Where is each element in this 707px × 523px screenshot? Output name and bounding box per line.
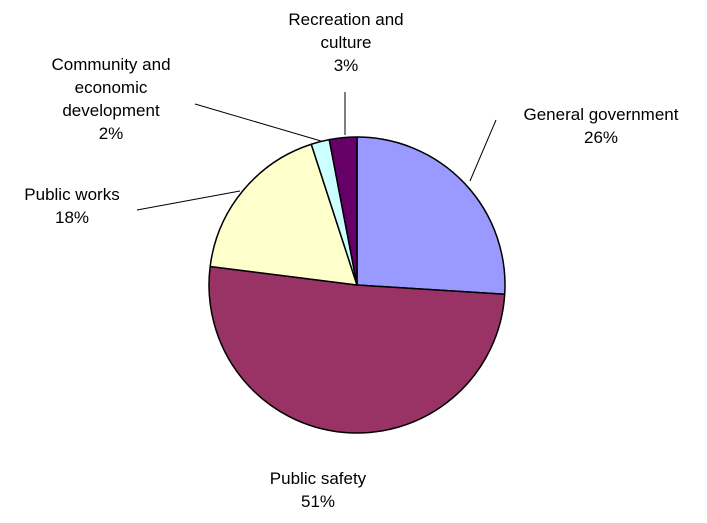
slice-category-label-4: Community and [51, 55, 170, 74]
slice-category-label-2: Public safety [270, 469, 367, 488]
slice-category-label-4: development [62, 101, 160, 120]
leader-line-3 [136, 190, 241, 211]
slice-percent-label-1: 26% [584, 128, 618, 147]
slice-category-label-5: Recreation and [288, 10, 403, 29]
pie-slice-1 [356, 136, 506, 296]
leader-line-4 [194, 103, 322, 142]
slice-category-label-1: General government [524, 105, 679, 124]
slice-category-label-5: culture [320, 33, 371, 52]
slice-category-label-4: economic [75, 78, 148, 97]
slice-percent-label-5: 3% [334, 56, 359, 75]
slice-category-label-3: Public works [24, 185, 119, 204]
slice-percent-label-2: 51% [301, 492, 335, 511]
data-labels: General government 26% Public safety 51% Pub… [24, 10, 678, 511]
pie-slice-5 [328, 136, 358, 286]
slice-percent-label-4: 2% [99, 124, 124, 143]
leader-line-1 [469, 119, 497, 182]
slice-percent-label-3: 18% [55, 208, 89, 227]
pie-slice-3 [209, 143, 358, 286]
pie-slices [208, 136, 506, 434]
pie-slice-2 [208, 265, 506, 434]
leader-lines [136, 92, 497, 211]
